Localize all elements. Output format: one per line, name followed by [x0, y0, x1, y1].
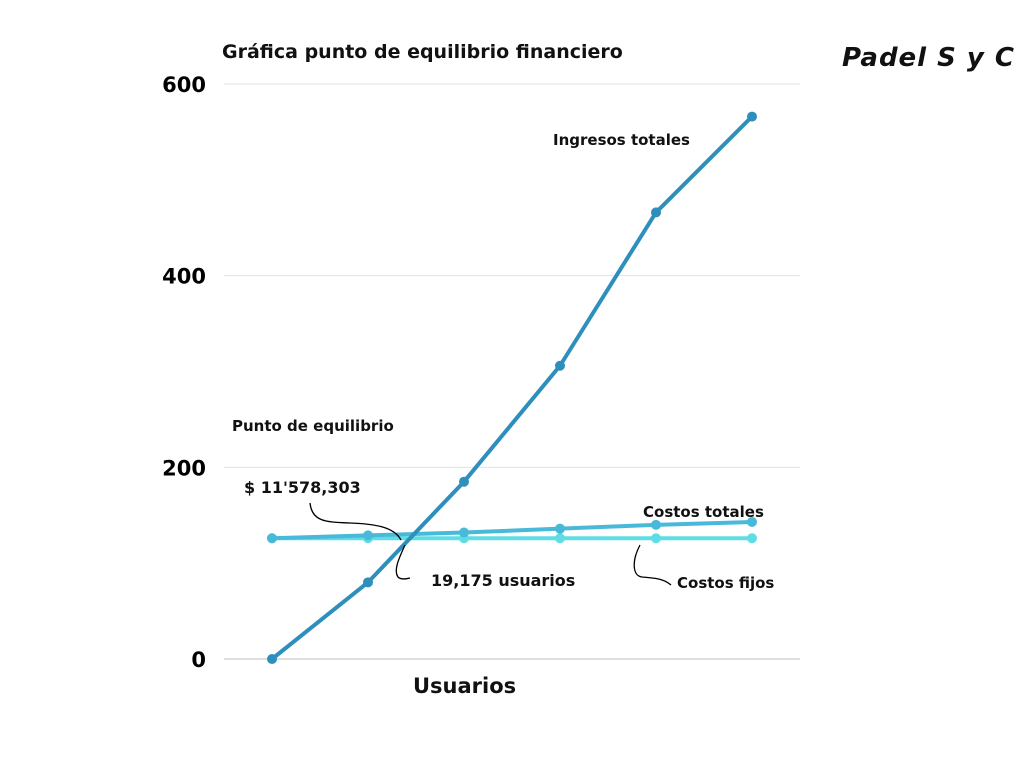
leader-breakeven-value — [309, 502, 402, 541]
label-breakeven-value: $ 11'578,303 — [244, 478, 361, 497]
label-costos-fijos: Costos fijos — [677, 574, 774, 592]
x-axis-label: Usuarios — [413, 674, 516, 698]
series-0 — [267, 111, 757, 664]
data-point — [747, 516, 757, 527]
data-point — [651, 519, 661, 530]
label-breakeven-users: 19,175 usuarios — [431, 571, 575, 590]
label-costos-totales: Costos totales — [643, 503, 764, 521]
y-tick-label: 400 — [162, 265, 206, 289]
data-point — [747, 533, 757, 544]
label-punto-equilibrio: Punto de equilibrio — [232, 417, 394, 435]
data-point — [363, 530, 373, 541]
y-axis-ticks: 0 200 400 600 — [162, 73, 206, 672]
y-tick-label: 0 — [191, 648, 206, 672]
data-point — [555, 360, 565, 371]
brand-logo-text: Padel S y C — [842, 43, 1015, 73]
data-point — [651, 207, 661, 218]
y-tick-label: 600 — [162, 73, 206, 97]
data-point — [267, 533, 277, 544]
gridlines — [224, 83, 800, 468]
data-point — [267, 654, 277, 664]
data-point — [459, 527, 469, 538]
data-point — [459, 476, 469, 487]
data-point — [555, 523, 565, 534]
series-1 — [267, 516, 757, 544]
leader-costos-fijos — [633, 544, 672, 586]
series-line — [270, 519, 754, 541]
data-point — [747, 111, 757, 122]
data-point — [555, 533, 565, 544]
series-line — [270, 114, 754, 661]
data-point — [363, 577, 373, 588]
y-tick-label: 200 — [162, 456, 206, 480]
leader-breakeven-users — [395, 544, 411, 580]
chart-title: Gráfica punto de equilibrio financiero — [222, 41, 623, 63]
series-lines — [267, 111, 757, 664]
label-ingresos-totales: Ingresos totales — [553, 131, 690, 149]
data-point — [651, 533, 661, 544]
